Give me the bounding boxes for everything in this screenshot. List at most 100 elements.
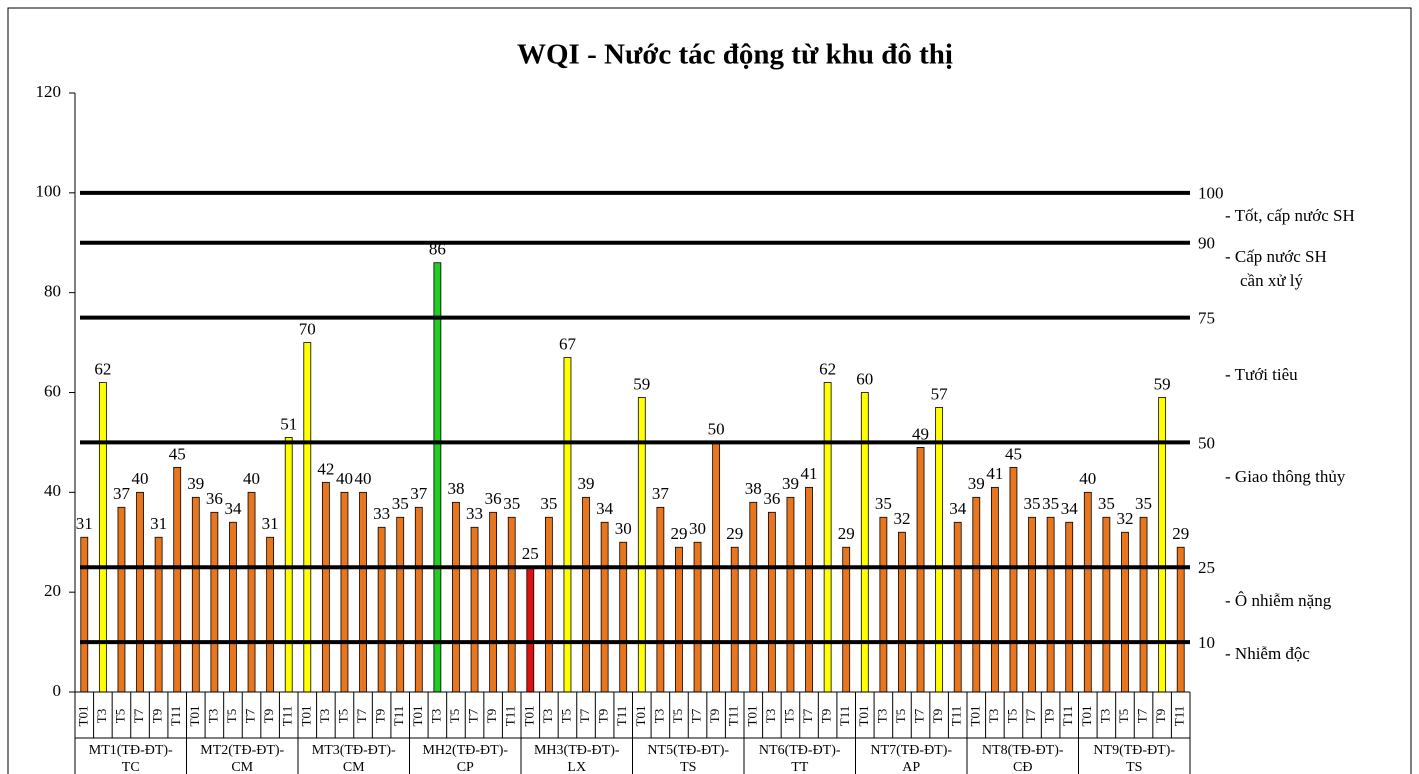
zone-label: cần xử lý (1240, 271, 1304, 290)
data-label: 40 (355, 469, 372, 488)
bar (117, 506, 126, 693)
x-tick-label: T5 (447, 709, 462, 723)
group-label: MT3(TĐ-ĐT)- (312, 743, 396, 758)
zone-label: - Ô nhiễm nặng (1225, 591, 1332, 610)
y-tick-label: 20 (44, 581, 61, 600)
data-label: 39 (187, 474, 204, 493)
bar (433, 262, 442, 693)
data-label: 40 (1079, 469, 1096, 488)
reference-label: 10 (1198, 633, 1215, 652)
bar (507, 516, 516, 693)
reference-label: 100 (1198, 184, 1224, 203)
data-label: 35 (1024, 494, 1041, 513)
group-label: TS (1126, 760, 1142, 774)
bar (619, 541, 628, 693)
x-tick-label: T5 (781, 709, 796, 723)
x-tick-label: T01 (521, 706, 536, 727)
bar (1121, 531, 1129, 693)
group-label: LX (567, 760, 586, 774)
data-label: 35 (1098, 494, 1115, 513)
data-label: 37 (113, 484, 131, 503)
x-tick-label: T3 (986, 709, 1001, 723)
bar (749, 501, 758, 693)
bar (656, 506, 665, 693)
x-tick-label: T5 (670, 709, 685, 723)
bar (990, 486, 999, 693)
bar (935, 407, 944, 693)
reference-label: 25 (1198, 558, 1215, 577)
bar (767, 511, 776, 693)
data-label: 70 (299, 319, 316, 338)
x-tick-label: T3 (428, 709, 443, 723)
reference-label: 75 (1198, 309, 1215, 328)
x-tick-label: T11 (1060, 706, 1075, 726)
bar (1009, 466, 1018, 693)
data-label: 36 (206, 489, 223, 508)
bar (173, 466, 182, 693)
bar (1028, 516, 1036, 693)
data-label: 41 (986, 464, 1003, 483)
data-label: 49 (912, 424, 929, 443)
group-label: MT2(TĐ-ĐT)- (200, 743, 284, 758)
data-label: 60 (856, 369, 873, 388)
bar (786, 496, 795, 693)
data-label: 35 (875, 494, 892, 513)
group-label: CM (231, 760, 253, 774)
x-tick-label: T5 (1004, 709, 1019, 723)
bar (916, 447, 925, 693)
bar (340, 491, 349, 693)
bar (321, 481, 330, 693)
bar (972, 496, 981, 693)
data-label: 29 (670, 524, 687, 543)
group-label: TT (791, 760, 809, 774)
bar (879, 516, 888, 693)
x-tick-label: T01 (633, 706, 648, 727)
chart-frame (7, 7, 1412, 774)
group-label: MT1(TĐ-ĐT)- (89, 743, 173, 758)
x-tick-label: T7 (1023, 708, 1038, 723)
group-label: CĐ (1013, 760, 1032, 774)
bar (582, 496, 590, 693)
bar (247, 491, 256, 693)
data-label: 67 (559, 334, 577, 353)
data-label: 62 (819, 359, 836, 378)
data-label: 31 (262, 514, 279, 533)
bar (284, 437, 293, 693)
zone-label: - Cấp nước SH (1225, 247, 1327, 266)
x-tick-label: T9 (819, 709, 834, 723)
group-label: NT9(TĐ-ĐT)- (1093, 743, 1175, 758)
data-label: 40 (132, 469, 149, 488)
x-tick-label: T7 (1135, 708, 1150, 723)
data-label: 50 (708, 419, 725, 438)
data-label: 31 (76, 514, 93, 533)
data-label: 29 (1172, 524, 1189, 543)
x-tick-label: T11 (503, 706, 518, 726)
bar (1139, 516, 1148, 693)
x-tick-label: T3 (317, 709, 332, 723)
group-label: CP (457, 760, 474, 774)
x-tick-label: T11 (391, 706, 406, 726)
x-tick-label: T5 (224, 709, 239, 723)
zone-label: - Tốt, cấp nước SH (1225, 206, 1355, 225)
x-tick-label: T11 (1172, 706, 1187, 726)
data-label: 51 (280, 414, 297, 433)
data-label: 29 (726, 524, 743, 543)
group-label: AP (902, 760, 920, 774)
chart-title: WQI - Nước tác động từ khu đô thị (517, 39, 953, 71)
group-label: TC (122, 760, 140, 774)
data-label: 40 (243, 469, 260, 488)
x-tick-label: T9 (707, 709, 722, 723)
x-tick-label: T9 (930, 709, 945, 723)
x-tick-label: T11 (280, 706, 295, 726)
data-label: 57 (931, 384, 949, 403)
bar (452, 501, 460, 693)
data-label: 35 (392, 494, 409, 513)
y-tick-label: 80 (44, 282, 61, 301)
bar (805, 486, 813, 693)
x-tick-label: T5 (558, 709, 573, 723)
zone-label: - Tưới tiêu (1225, 365, 1298, 384)
x-tick-label: T11 (837, 706, 852, 726)
x-tick-label: T7 (912, 708, 927, 723)
data-label: 45 (1005, 444, 1022, 463)
x-tick-label: T11 (614, 706, 629, 726)
